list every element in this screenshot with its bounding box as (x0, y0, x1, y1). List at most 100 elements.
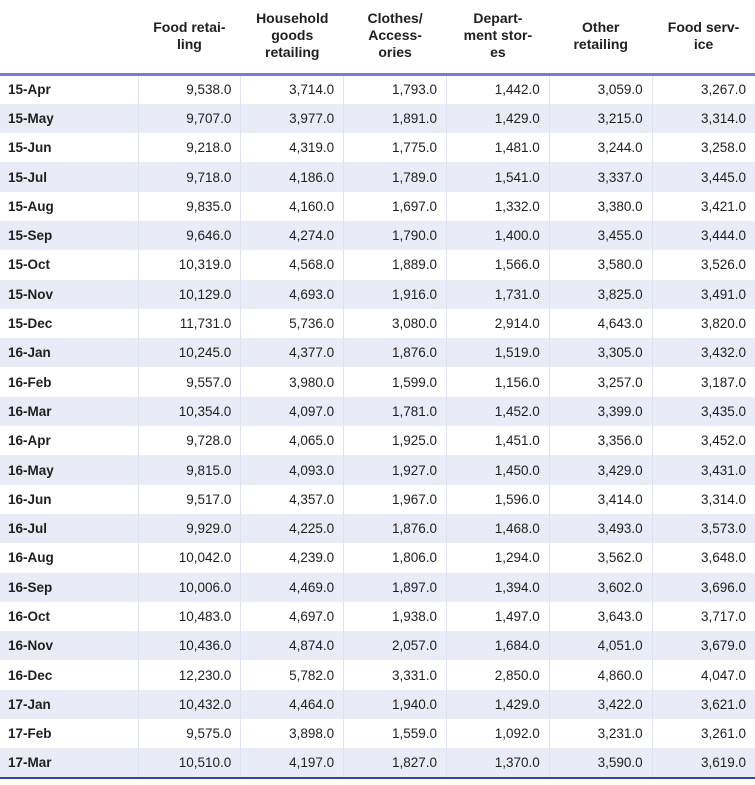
table-row: 15-Oct 10,319.0 4,568.0 1,889.0 1,566.0 … (0, 250, 755, 280)
cell-food-retailing: 9,218.0 (137, 133, 241, 163)
cell-clothes-accessories: 1,927.0 (343, 455, 447, 485)
cell-clothes-accessories: 1,775.0 (343, 133, 447, 163)
table-row: 15-Nov 10,129.0 4,693.0 1,916.0 1,731.0 … (0, 279, 755, 309)
cell-household-goods-retailing: 3,980.0 (240, 367, 344, 397)
cell-department-stores: 1,400.0 (445, 220, 550, 251)
cell-clothes-accessories: 1,806.0 (343, 543, 447, 573)
row-label: 15-Dec (8, 316, 53, 332)
table-row: 15-Aug 9,835.0 4,160.0 1,697.0 1,332.0 3… (0, 191, 755, 221)
cell-clothes-accessories: 1,789.0 (343, 162, 447, 192)
cell-clothes-accessories: 1,897.0 (343, 572, 447, 602)
cell-other-retailing: 3,562.0 (548, 543, 653, 573)
cell-household-goods-retailing: 4,065.0 (240, 426, 344, 456)
cell-other-retailing: 4,051.0 (548, 631, 653, 661)
cell-clothes-accessories: 1,891.0 (343, 103, 447, 134)
cell-department-stores: 1,450.0 (445, 455, 550, 485)
cell-food-retailing: 12,230.0 (137, 660, 241, 690)
cell-other-retailing: 3,257.0 (548, 367, 653, 397)
cell-household-goods-retailing: 4,225.0 (240, 513, 344, 544)
cell-clothes-accessories: 3,331.0 (343, 660, 447, 690)
cell-food-service: 3,717.0 (651, 601, 755, 632)
cell-department-stores: 2,850.0 (445, 660, 550, 690)
cell-clothes-accessories: 1,938.0 (343, 601, 447, 632)
column-header-food-service: Food serv- ice (652, 0, 755, 76)
cell-household-goods-retailing: 4,464.0 (240, 689, 344, 720)
cell-food-service: 3,648.0 (651, 543, 755, 573)
cell-food-retailing: 9,538.0 (137, 74, 241, 104)
table-row: 16-Oct 10,483.0 4,697.0 1,938.0 1,497.0 … (0, 601, 755, 632)
cell-clothes-accessories: 1,889.0 (343, 250, 447, 280)
cell-household-goods-retailing: 4,160.0 (240, 191, 344, 221)
cell-clothes-accessories: 1,793.0 (343, 74, 447, 104)
cell-department-stores: 1,684.0 (445, 631, 550, 661)
row-label: 15-Aug (8, 198, 54, 214)
cell-department-stores: 1,092.0 (445, 719, 550, 749)
cell-clothes-accessories: 1,599.0 (343, 367, 447, 397)
cell-household-goods-retailing: 4,197.0 (240, 748, 344, 778)
table-row: 16-Sep 10,006.0 4,469.0 1,897.0 1,394.0 … (0, 572, 755, 602)
row-label: 16-Apr (8, 433, 51, 449)
cell-food-service: 3,314.0 (651, 103, 755, 134)
table-row: 17-Mar 10,510.0 4,197.0 1,827.0 1,370.0 … (0, 748, 755, 778)
row-label: 16-Jul (8, 521, 48, 537)
cell-clothes-accessories: 1,967.0 (343, 484, 447, 514)
table-row: 16-Feb 9,557.0 3,980.0 1,599.0 1,156.0 3… (0, 367, 755, 397)
cell-clothes-accessories: 1,925.0 (343, 426, 447, 456)
cell-clothes-accessories: 1,876.0 (343, 513, 447, 544)
cell-department-stores: 1,332.0 (445, 191, 550, 221)
cell-other-retailing: 3,455.0 (548, 220, 653, 251)
cell-food-retailing: 9,646.0 (137, 220, 241, 251)
cell-other-retailing: 3,825.0 (548, 279, 653, 309)
cell-household-goods-retailing: 3,898.0 (240, 719, 344, 749)
cell-other-retailing: 3,215.0 (548, 103, 653, 134)
cell-food-retailing: 10,006.0 (137, 572, 241, 602)
cell-other-retailing: 3,422.0 (548, 689, 653, 720)
row-label: 17-Feb (8, 726, 52, 742)
table-row: 16-Jan 10,245.0 4,377.0 1,876.0 1,519.0 … (0, 338, 755, 368)
cell-food-retailing: 9,929.0 (137, 513, 241, 544)
cell-food-service: 3,267.0 (651, 74, 755, 104)
cell-clothes-accessories: 1,876.0 (343, 338, 447, 368)
row-label: 17-Mar (8, 754, 52, 770)
cell-food-retailing: 10,510.0 (137, 748, 241, 778)
cell-food-service: 3,452.0 (651, 426, 755, 456)
cell-other-retailing: 3,059.0 (548, 74, 653, 104)
table-row: 15-Sep 9,646.0 4,274.0 1,790.0 1,400.0 3… (0, 220, 755, 251)
cell-department-stores: 1,596.0 (445, 484, 550, 514)
cell-other-retailing: 3,305.0 (548, 338, 653, 368)
row-label: 16-May (8, 462, 54, 478)
cell-food-service: 4,047.0 (651, 660, 755, 690)
table-row: 16-Aug 10,042.0 4,239.0 1,806.0 1,294.0 … (0, 543, 755, 573)
cell-department-stores: 1,519.0 (445, 338, 550, 368)
cell-household-goods-retailing: 4,186.0 (240, 162, 344, 192)
column-header-department-stores: Depart- ment stor- es (446, 0, 550, 76)
table-row: 15-May 9,707.0 3,977.0 1,891.0 1,429.0 3… (0, 103, 755, 134)
cell-clothes-accessories: 3,080.0 (343, 308, 447, 339)
cell-department-stores: 1,294.0 (445, 543, 550, 573)
row-label: 15-May (8, 110, 54, 126)
cell-food-service: 3,258.0 (651, 133, 755, 163)
table-row: 16-Nov 10,436.0 4,874.0 2,057.0 1,684.0 … (0, 631, 755, 661)
table-row: 16-Mar 10,354.0 4,097.0 1,781.0 1,452.0 … (0, 396, 755, 427)
cell-food-service: 3,314.0 (651, 484, 755, 514)
cell-clothes-accessories: 1,940.0 (343, 689, 447, 720)
cell-other-retailing: 3,337.0 (548, 162, 653, 192)
row-label: 16-Aug (8, 550, 54, 566)
cell-food-service: 3,573.0 (651, 513, 755, 544)
row-label: 17-Jan (8, 696, 51, 712)
table-row: 16-Dec 12,230.0 5,782.0 3,331.0 2,850.0 … (0, 660, 755, 690)
cell-household-goods-retailing: 4,693.0 (240, 279, 344, 309)
table-body: 15-Apr 9,538.0 3,714.0 1,793.0 1,442.0 3… (0, 74, 755, 778)
cell-food-retailing: 10,432.0 (137, 689, 241, 720)
cell-food-service: 3,431.0 (651, 455, 755, 485)
table-row: 16-May 9,815.0 4,093.0 1,927.0 1,450.0 3… (0, 455, 755, 485)
cell-other-retailing: 3,580.0 (548, 250, 653, 280)
cell-food-retailing: 10,436.0 (137, 631, 241, 661)
cell-food-service: 3,261.0 (651, 719, 755, 749)
cell-department-stores: 1,394.0 (445, 572, 550, 602)
row-label: 16-Oct (8, 608, 51, 624)
table-row: 15-Apr 9,538.0 3,714.0 1,793.0 1,442.0 3… (0, 74, 755, 104)
header-row: Food retai- ling Household goods retaili… (0, 0, 755, 76)
cell-food-service: 3,435.0 (651, 396, 755, 427)
